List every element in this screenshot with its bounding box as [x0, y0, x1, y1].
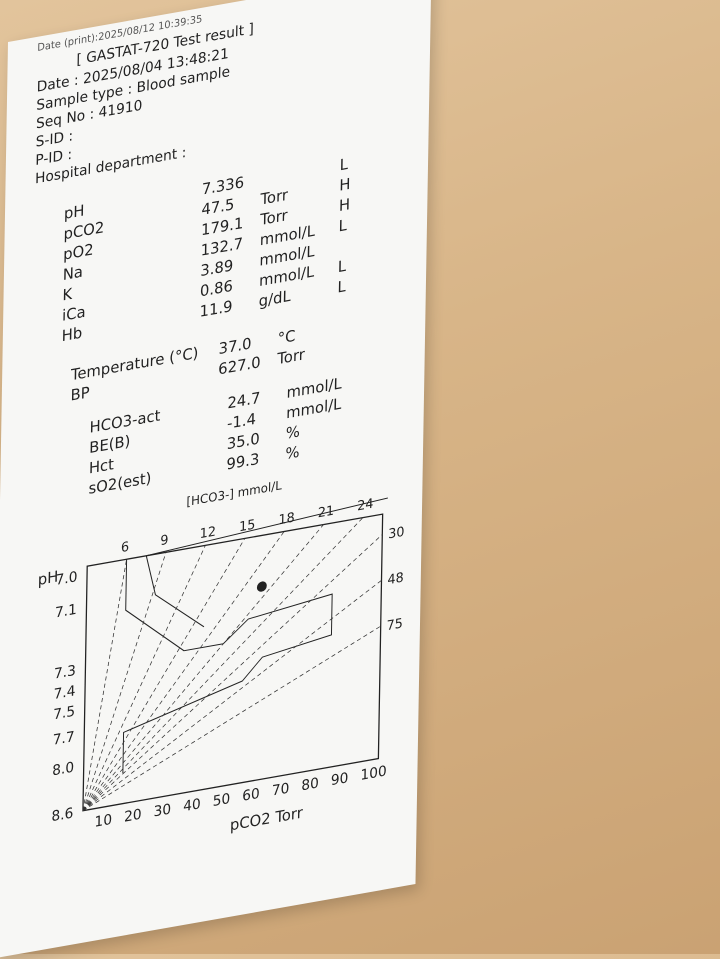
hco3-isopleth	[82, 524, 324, 811]
hco3-isopleth	[82, 545, 206, 811]
ph-tick-label: 8.0	[52, 760, 74, 780]
hco3-isopleth	[82, 534, 383, 811]
result-name: iCa	[61, 302, 86, 325]
condition-unit: °C	[277, 326, 296, 348]
result-flag: L	[337, 256, 347, 277]
result-flag: L	[337, 276, 346, 297]
result-name: Na	[62, 262, 84, 285]
y-axis-label: pH	[38, 567, 59, 589]
top-axis-label: [HCO3-] mmol/L	[186, 478, 282, 509]
hco3-isopleth	[82, 625, 381, 812]
hco3-isopleth	[82, 580, 382, 811]
pco2-tick-label: 30	[153, 801, 171, 820]
top-tick-label: 6	[121, 540, 129, 557]
hco3-isopleth	[82, 552, 167, 811]
pco2-tick-label: 40	[183, 796, 201, 815]
hco3-isopleth	[82, 538, 246, 811]
result-flag: H	[338, 194, 351, 216]
hco3-isopleth	[82, 517, 364, 811]
top-tick-label: 12	[200, 524, 217, 542]
ph-tick-label: 7.3	[54, 663, 76, 683]
ph-tick-label: 8.6	[51, 805, 73, 825]
result-flag: L	[339, 154, 349, 175]
result-flag: L	[338, 215, 347, 236]
ph-tick-label: 7.0	[55, 569, 77, 589]
calc-unit: %	[285, 422, 301, 443]
condition-name: BP	[70, 382, 90, 405]
right-tick-label: 48	[387, 570, 404, 588]
result-unit: Torr	[260, 185, 289, 209]
plot-frame	[82, 513, 384, 812]
top-tick-label: 18	[278, 510, 295, 528]
top-tick-label: 15	[239, 517, 256, 535]
condition-unit: Torr	[277, 345, 305, 369]
result-flag: H	[339, 174, 351, 195]
ph-tick-label: 7.5	[53, 703, 75, 723]
receipt-paper: Date (print):2025/08/12 10:39:35 [ GASTA…	[34, 13, 405, 835]
pco2-tick-label: 20	[124, 807, 142, 826]
top-tick-label: 24	[357, 497, 374, 515]
top-tick-label: 9	[160, 533, 168, 550]
ph-tick-label: 7.4	[53, 683, 75, 703]
pco2-tick-label: 100	[360, 763, 387, 784]
result-name: Hb	[61, 323, 83, 346]
pco2-tick-label: 70	[272, 780, 290, 799]
x-axis-label: pCO2 Torr	[230, 803, 304, 834]
result-unit: Torr	[259, 205, 288, 230]
pco2-tick-label: 90	[331, 770, 349, 789]
hco3-isopleth	[82, 559, 127, 811]
top-tick-label: 21	[318, 503, 335, 521]
calc-value: -1.4	[226, 409, 257, 433]
calc-name: Hct	[88, 454, 115, 478]
calc-unit: %	[285, 442, 300, 464]
right-tick-label: 30	[388, 525, 405, 543]
pco2-tick-label: 80	[301, 775, 319, 794]
acid-base-nomogram: [HCO3-] mmol/L pH pCO2 Torr 6 9 12 15 18 21 24…	[38, 478, 405, 834]
ph-tick-label: 7.1	[55, 602, 77, 622]
right-tick-label: 75	[386, 616, 403, 634]
pco2-tick-label: 10	[94, 812, 112, 831]
pco2-tick-label: 50	[213, 791, 231, 810]
ph-tick-label: 7.7	[53, 729, 75, 749]
result-name: pH	[63, 201, 85, 224]
result-name: K	[62, 284, 73, 305]
sample-point	[256, 581, 267, 592]
hco3-isopleth	[82, 531, 285, 811]
pco2-tick-label: 60	[242, 786, 260, 805]
